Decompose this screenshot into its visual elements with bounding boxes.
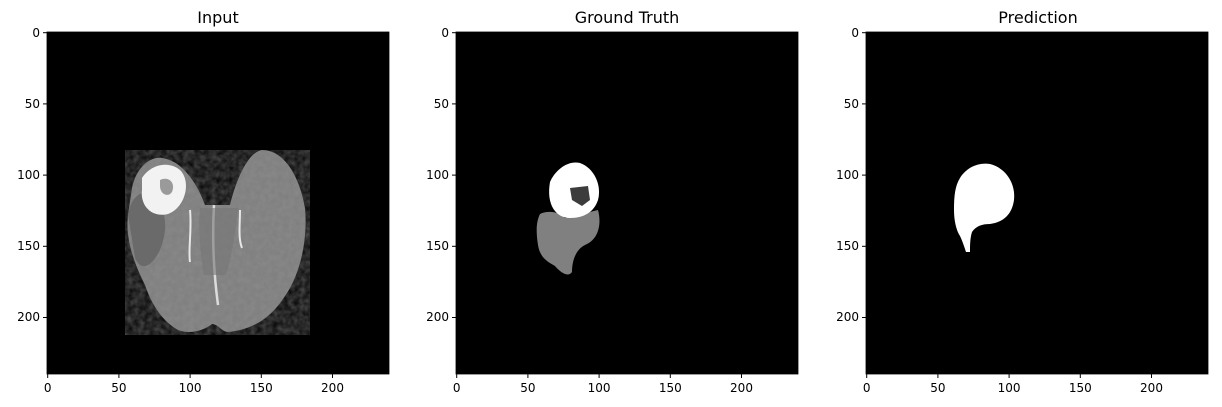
predicted-tumor-region [954, 163, 1015, 252]
panel-prediction: Prediction 0 50 100 150 200 0 50 100 [836, 8, 1209, 395]
y-tick-label: 150 [17, 239, 40, 253]
x-tick-label: 0 [44, 381, 52, 395]
edema-label [536, 210, 600, 275]
necrotic-core-label [570, 186, 590, 206]
axes-frame [865, 31, 1209, 375]
image-background [456, 32, 798, 374]
prediction-mask [954, 163, 1015, 252]
vessel-right [238, 209, 243, 249]
vessel-left [188, 209, 192, 263]
y-tick-label: 150 [426, 239, 449, 253]
y-tick-label: 50 [434, 97, 449, 111]
panel-title: Prediction [998, 8, 1077, 27]
x-tick-label: 150 [250, 381, 273, 395]
y-tick-label: 100 [836, 168, 859, 182]
x-axis: 0 50 100 150 200 [44, 374, 344, 395]
x-tick-label: 100 [998, 381, 1021, 395]
x-tick-label: 150 [1069, 381, 1092, 395]
x-tick-label: 100 [179, 381, 202, 395]
y-tick-label: 50 [844, 97, 859, 111]
x-tick-label: 0 [863, 381, 871, 395]
tumor-core [160, 178, 174, 195]
y-tick-label: 200 [836, 310, 859, 324]
y-tick-label: 0 [851, 26, 859, 40]
panel-title: Input [197, 8, 238, 27]
x-tick-label: 200 [321, 381, 344, 395]
y-tick-label: 100 [426, 168, 449, 182]
image-background [866, 32, 1208, 374]
y-tick-label: 0 [441, 26, 449, 40]
x-tick-label: 0 [453, 381, 461, 395]
panel-input: Input 0 50 100 [17, 8, 390, 395]
x-tick-label: 50 [111, 381, 126, 395]
y-tick-label: 100 [17, 168, 40, 182]
brain-mri-image [125, 150, 310, 335]
y-tick-label: 150 [836, 239, 859, 253]
y-axis: 0 50 100 150 200 [17, 26, 47, 324]
panel-ground-truth: Ground Truth 0 50 100 150 200 0 [426, 8, 799, 395]
ventricle-region [199, 208, 238, 275]
panel-title: Ground Truth [575, 8, 680, 27]
y-axis: 0 50 100 150 200 [836, 26, 866, 324]
y-axis: 0 50 100 150 200 [426, 26, 456, 324]
x-tick-label: 200 [1140, 381, 1163, 395]
y-tick-label: 0 [32, 26, 40, 40]
x-tick-label: 50 [520, 381, 535, 395]
y-tick-label: 50 [25, 97, 40, 111]
axes-frame [455, 31, 799, 375]
x-tick-label: 100 [588, 381, 611, 395]
x-tick-label: 150 [659, 381, 682, 395]
y-tick-label: 200 [426, 310, 449, 324]
x-tick-label: 200 [730, 381, 753, 395]
x-axis: 0 50 100 150 200 [863, 374, 1163, 395]
axes-frame [46, 31, 390, 375]
y-tick-label: 200 [17, 310, 40, 324]
x-axis: 0 50 100 150 200 [453, 374, 753, 395]
ground-truth-mask [536, 162, 600, 275]
x-tick-label: 50 [930, 381, 945, 395]
